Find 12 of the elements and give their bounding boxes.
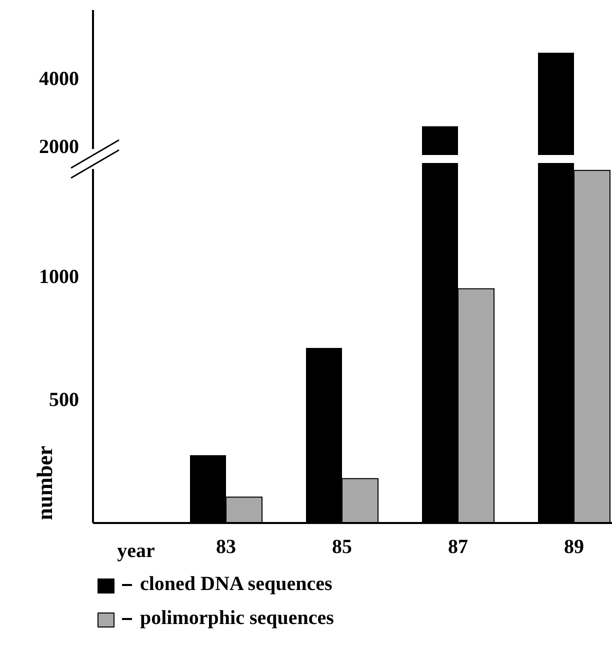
y-tick-label: 2000 [39, 136, 79, 158]
y-tick-label: 500 [49, 389, 79, 412]
y-axis-title: number [32, 445, 57, 520]
x-tick-label: 83 [216, 536, 236, 558]
y-tick-label: 1000 [39, 266, 79, 288]
legend-label: polimorphic sequences [140, 607, 334, 629]
x-axis-title: year [117, 540, 155, 562]
legend-label: cloned DNA sequences [140, 573, 332, 595]
x-tick-label: 89 [564, 536, 584, 558]
x-tick-label: 85 [332, 536, 352, 558]
y-tick-label: 4000 [39, 68, 79, 90]
x-tick-label: 87 [448, 536, 468, 558]
